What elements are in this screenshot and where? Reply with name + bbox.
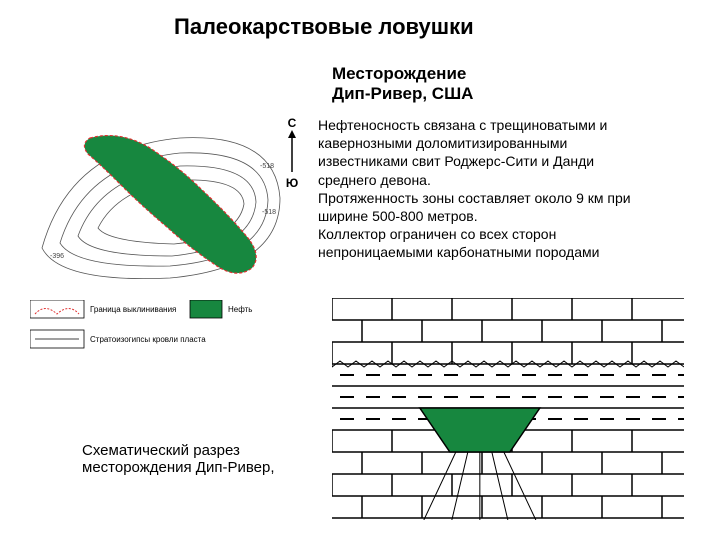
legend: Граница выклинивания Нефть Стратоизогипс… xyxy=(30,300,290,360)
cross-section-caption: Схематический разрез месторождения Дип-Р… xyxy=(82,442,275,476)
svg-text:-518: -518 xyxy=(260,163,274,170)
description-text: Нефтеносность связана с трещиноватыми и … xyxy=(318,116,631,262)
svg-text:-518: -518 xyxy=(262,209,276,216)
page-root: Палеокарствовые ловушки Месторождение Ди… xyxy=(0,0,720,540)
legend-label-boundary: Граница выклинивания xyxy=(90,305,176,314)
svg-text:-396: -396 xyxy=(50,253,64,260)
cross-section-figure xyxy=(332,298,684,520)
legend-label-oil: Нефть xyxy=(228,305,252,314)
page-title: Палеокарствовые ловушки xyxy=(174,14,474,40)
legend-label-contour: Стратоизогипсы кровли пласта xyxy=(90,335,206,344)
map-figure: -396 -518 -518 xyxy=(30,108,290,288)
subtitle: Месторождение Дип-Ривер, США xyxy=(332,64,473,104)
